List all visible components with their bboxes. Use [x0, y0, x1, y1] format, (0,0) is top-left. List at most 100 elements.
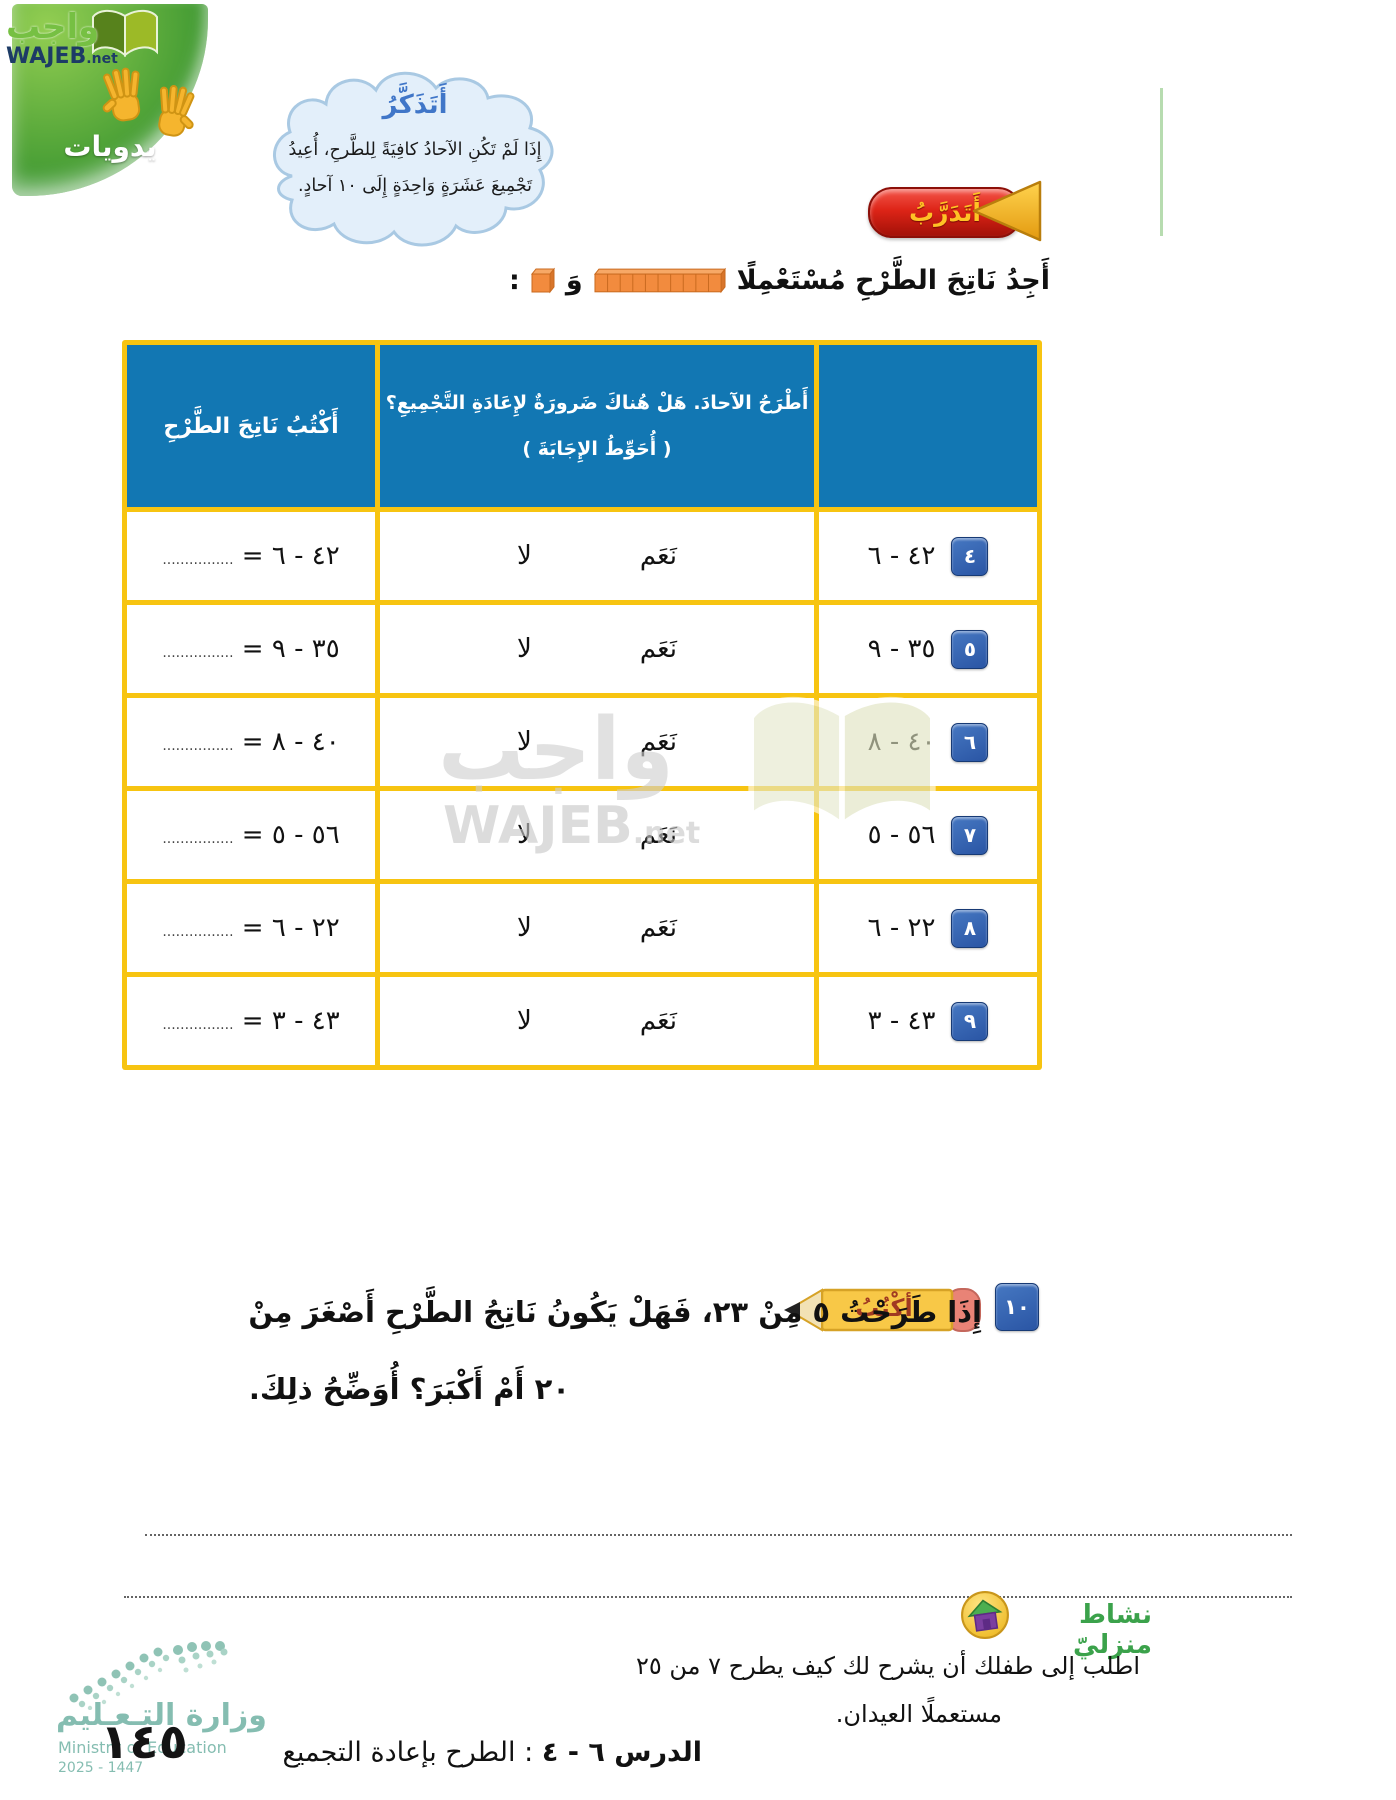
- lesson-number: الدرس ٦ - ٤: [541, 1737, 702, 1768]
- answer-cell: ٤٠ - ٨ = ................: [127, 698, 375, 786]
- regroup-question-line1: أَطْرَحُ الآحادَ. هَلْ هُناكَ ضَرورَةٌ ل…: [385, 392, 809, 414]
- choice-yes[interactable]: نَعَم: [639, 541, 677, 571]
- regroup-choice-cell: نَعَم لا: [380, 977, 814, 1065]
- answer-blank[interactable]: ................: [162, 552, 234, 568]
- choice-no[interactable]: لا: [517, 727, 532, 757]
- hands-icon: [102, 67, 195, 137]
- table-row: ٨ ٢٢ - ٦: [819, 884, 1037, 972]
- regroup-question-line2: ( أُحَوِّطُ الإِجَابَةَ ): [522, 438, 672, 460]
- answer-cell: ٤٢ - ٦ = ................: [127, 512, 375, 600]
- write-prompt-pencil: أكْتُبُ: [780, 1281, 986, 1339]
- wajeb-logo-arabic: واجب: [6, 7, 100, 47]
- ministry-name-english: Ministry of Education: [58, 1738, 227, 1757]
- wajeb-logo-tld: .net: [86, 51, 118, 67]
- choice-no[interactable]: لا: [517, 634, 532, 664]
- answer-blank[interactable]: ................: [162, 645, 234, 661]
- lesson-footer: الدرس ٦ - ٤ : الطرح بإعادة التجميع: [250, 1737, 702, 1768]
- equation-text: ٤٣ - ٣ =: [241, 1006, 340, 1036]
- problem-text: ٤٣ - ٣: [867, 1006, 936, 1036]
- table-header-answer: أَكْتُبُ نَاتِجَ الطَّرْحِ: [127, 345, 375, 507]
- equation-text: ٢٢ - ٦ =: [241, 913, 340, 943]
- remember-text-line1: إِذَا لَمْ تَكُنِ الآحادُ كافِيَةً لِلطَ…: [288, 140, 542, 160]
- ministry-years: 2025 - 1447: [58, 1760, 144, 1776]
- choice-no[interactable]: لا: [517, 820, 532, 850]
- instruction-text: أَجِدُ نَاتِجَ الطَّرْحِ مُسْتَعْمِلًا: [736, 264, 1050, 296]
- table-row: ٥ ٣٥ - ٩: [819, 605, 1037, 693]
- problem-number-badge: ٤: [951, 536, 989, 576]
- wajeb-logo-latin: WAJEB: [6, 44, 87, 69]
- book-icon: [92, 9, 158, 58]
- table-row: ٩ ٤٣ - ٣: [819, 977, 1037, 1065]
- answer-blank[interactable]: ................: [162, 924, 234, 940]
- write-prompt-label: أكْتُبُ: [855, 1294, 913, 1322]
- page-number: ١٤٥: [100, 1714, 188, 1770]
- answer-cell: ٥٦ - ٥ = ................: [127, 791, 375, 879]
- problem-number-badge: ٦: [951, 722, 989, 762]
- regroup-choice-cell: نَعَم لا: [380, 605, 814, 693]
- ones-cube-icon: [530, 267, 555, 294]
- ministry-name-arabic: وزارة التـعـليم: [56, 1698, 267, 1733]
- problem-text: ٢٢ - ٦: [867, 913, 936, 943]
- choice-yes[interactable]: نَعَم: [639, 913, 677, 943]
- equation-text: ٣٥ - ٩ =: [241, 634, 340, 664]
- table-header-regroup-question: أَطْرَحُ الآحادَ. هَلْ هُناكَ ضَرورَةٌ ل…: [380, 345, 814, 507]
- problem-number-badge: ٥: [951, 629, 989, 669]
- table-header-problem: [819, 345, 1037, 507]
- regroup-choice-cell: نَعَم لا: [380, 512, 814, 600]
- ministry-logo-icon: [69, 1641, 228, 1710]
- answer-cell: ٢٢ - ٦ = ................: [127, 884, 375, 972]
- answer-blank[interactable]: ................: [162, 1017, 234, 1033]
- problem-text: ٥٦ - ٥: [867, 820, 936, 850]
- choice-yes[interactable]: نَعَم: [639, 727, 677, 757]
- choice-yes[interactable]: نَعَم: [639, 634, 677, 664]
- equation-text: ٥٦ - ٥ =: [241, 820, 340, 850]
- choice-yes[interactable]: نَعَم: [639, 1006, 677, 1036]
- home-activity-text-line2: مستعملًا العيدان.: [835, 1700, 1002, 1728]
- instruction-and-word: وَ: [565, 264, 583, 296]
- question10-text-line1: إِذَا طَرَحْتُ ٥ مِنْ ٢٣، فَهَلْ يَكُونُ…: [248, 1295, 982, 1329]
- problem-number-badge: ٧: [951, 815, 989, 855]
- table-row: ٧ ٥٦ - ٥: [819, 791, 1037, 879]
- page-margin-line: [1160, 88, 1163, 236]
- home-activity-text-line1: اطلب إلى طفلك أن يشرح لك كيف يطرح ٧ من ٢…: [635, 1652, 1140, 1680]
- problem-text: ٣٥ - ٩: [867, 634, 936, 664]
- remember-title: أَتَذَكَّرُ: [382, 90, 448, 120]
- practice-instruction: أَجِدُ نَاتِجَ الطَّرْحِ مُسْتَعْمِلًا و…: [505, 256, 1050, 304]
- home-activity-icon: [961, 1591, 1009, 1639]
- answer-cell: ٣٥ - ٩ = ................: [127, 605, 375, 693]
- table-row: ٤ ٤٢ - ٦: [819, 512, 1037, 600]
- answer-blank[interactable]: ................: [162, 738, 234, 754]
- cloud-shape: [273, 71, 554, 247]
- answer-line[interactable]: [124, 1596, 1292, 1598]
- answer-cell: ٤٣ - ٣ = ................: [127, 977, 375, 1065]
- remember-text-line2: تَجْمِيعَ عَشَرَةٍ وَاحِدَةٍ إِلَى ١٠ آح…: [297, 176, 533, 196]
- choice-yes[interactable]: نَعَم: [639, 820, 677, 850]
- problem-text: ٤٢ - ٦: [867, 541, 936, 571]
- choice-no[interactable]: لا: [517, 1006, 532, 1036]
- wajeb-logo: واجب WAJEB.net: [6, 10, 118, 68]
- answer-line[interactable]: [145, 1534, 1292, 1536]
- home-activity-title: نشاط منزليّ: [1073, 1600, 1152, 1660]
- regroup-choice-cell: نَعَم لا: [380, 698, 814, 786]
- choice-no[interactable]: لا: [517, 913, 532, 943]
- instruction-colon: :: [509, 264, 520, 296]
- answer-blank[interactable]: ................: [162, 831, 234, 847]
- remember-callout: أَتَذَكَّرُ إِذَا لَمْ تَكُنِ الآحادُ كا…: [260, 64, 570, 260]
- practice-section-label: أَتَدَرَّبُ: [909, 198, 981, 227]
- question10-text-line2: ٢٠ أَمْ أَكْبَرَ؟ أُوَضِّحُ ذلِكَ.: [248, 1372, 570, 1406]
- choice-no[interactable]: لا: [517, 541, 532, 571]
- lesson-title: : الطرح بإعادة التجميع: [282, 1737, 534, 1768]
- table-row: ٦ ٤٠ - ٨: [819, 698, 1037, 786]
- manipulatives-label: يدويات: [63, 130, 157, 163]
- regroup-choice-cell: نَعَم لا: [380, 884, 814, 972]
- problem-number-badge: ٩: [951, 1001, 989, 1041]
- problem-text: ٤٠ - ٨: [867, 727, 936, 757]
- equation-text: ٤٠ - ٨ =: [241, 727, 340, 757]
- practice-arrow-icon: [972, 180, 1042, 242]
- equation-text: ٤٢ - ٦ =: [241, 541, 340, 571]
- regroup-choice-cell: نَعَم لا: [380, 791, 814, 879]
- problem-number-badge: ٨: [951, 908, 989, 948]
- pencil-icon: [784, 1288, 981, 1332]
- practice-table: أَطْرَحُ الآحادَ. هَلْ هُناكَ ضَرورَةٌ ل…: [122, 340, 1042, 1070]
